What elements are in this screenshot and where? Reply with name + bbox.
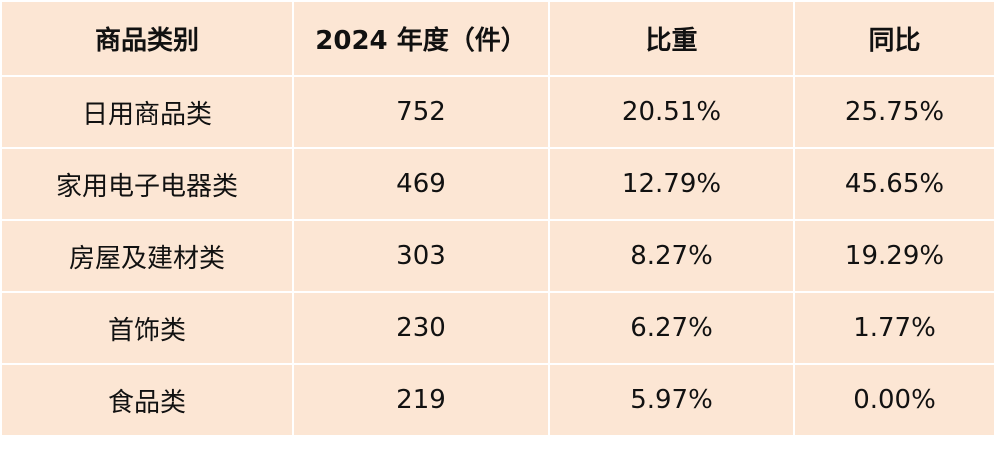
table-cell: 25.75% bbox=[793, 75, 994, 149]
table-row: 房屋及建材类 303 8.27% 19.29% bbox=[0, 219, 994, 293]
table-body: 日用商品类 752 20.51% 25.75% 家用电子电器类 469 12.79% 45.6… bbox=[0, 75, 994, 437]
table-cell: 5.97% bbox=[548, 363, 795, 437]
table-cell: 20.51% bbox=[548, 75, 795, 149]
table-cell: 1.77% bbox=[793, 291, 994, 365]
header-cell: 同比 bbox=[793, 0, 994, 77]
table-cell: 日用商品类 bbox=[0, 75, 294, 149]
table-cell: 8.27% bbox=[548, 219, 795, 293]
table-cell: 303 bbox=[292, 219, 550, 293]
data-table: 商品类别 2024 年度（件） 比重 同比 日用商品类 752 20.51% 25.75% 家… bbox=[0, 0, 994, 437]
table-cell: 219 bbox=[292, 363, 550, 437]
table-cell: 6.27% bbox=[548, 291, 795, 365]
header-cell: 比重 bbox=[548, 0, 795, 77]
table-row: 食品类 219 5.97% 0.00% bbox=[0, 363, 994, 437]
table-cell: 19.29% bbox=[793, 219, 994, 293]
table-row: 日用商品类 752 20.51% 25.75% bbox=[0, 75, 994, 149]
table-cell: 0.00% bbox=[793, 363, 994, 437]
table-row: 家用电子电器类 469 12.79% 45.65% bbox=[0, 147, 994, 221]
table-cell: 食品类 bbox=[0, 363, 294, 437]
header-cell: 2024 年度（件） bbox=[292, 0, 550, 77]
header-cell: 商品类别 bbox=[0, 0, 294, 77]
table-cell: 家用电子电器类 bbox=[0, 147, 294, 221]
table-cell: 房屋及建材类 bbox=[0, 219, 294, 293]
table-cell: 230 bbox=[292, 291, 550, 365]
table-cell: 首饰类 bbox=[0, 291, 294, 365]
table-row: 首饰类 230 6.27% 1.77% bbox=[0, 291, 994, 365]
table-cell: 45.65% bbox=[793, 147, 994, 221]
table-cell: 469 bbox=[292, 147, 550, 221]
table-cell: 752 bbox=[292, 75, 550, 149]
table-cell: 12.79% bbox=[548, 147, 795, 221]
header-row: 商品类别 2024 年度（件） 比重 同比 bbox=[0, 0, 994, 77]
